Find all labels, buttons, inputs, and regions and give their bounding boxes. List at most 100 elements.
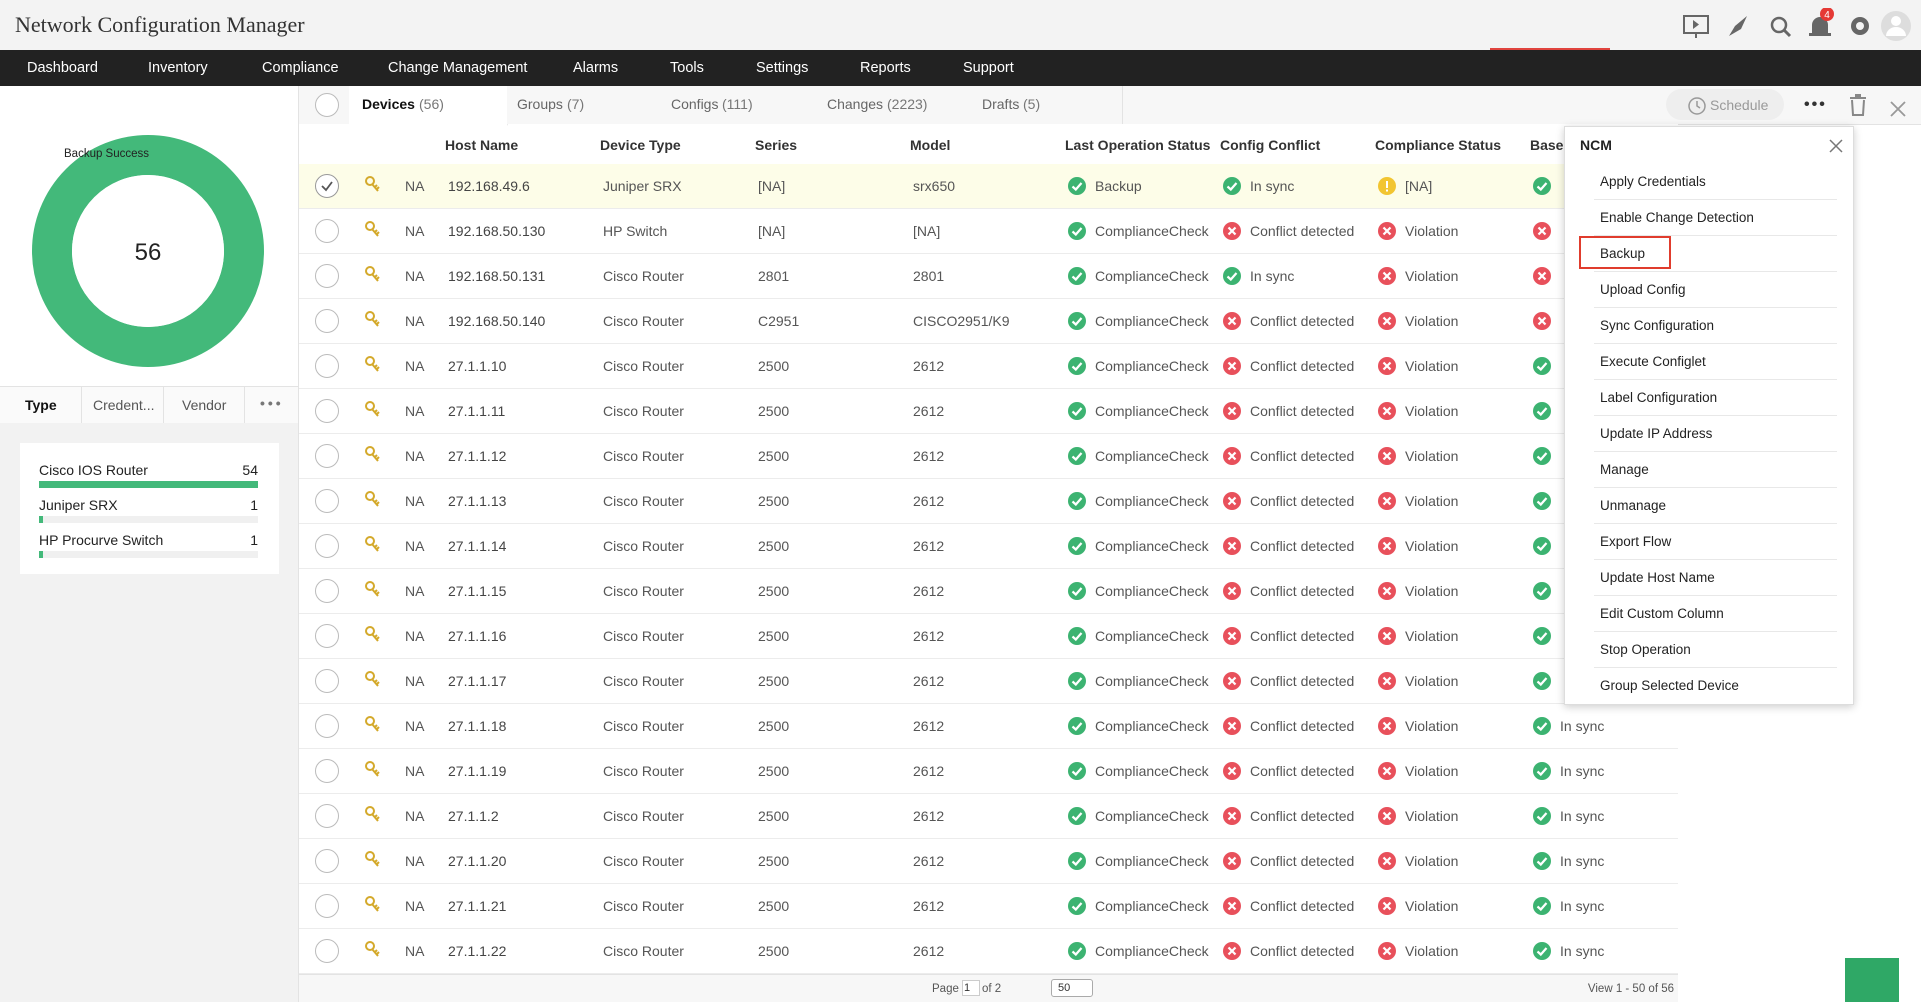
tab[interactable] <box>507 86 662 124</box>
host-name[interactable]: 27.1.1.13 <box>448 493 507 509</box>
column-header[interactable]: Compliance Status <box>1375 137 1502 153</box>
filter-tab[interactable]: Credent... <box>93 397 155 413</box>
per-page[interactable]: 50 <box>1058 982 1071 994</box>
row-checkbox[interactable] <box>315 669 339 693</box>
row-checkbox[interactable] <box>315 804 339 828</box>
nav-item[interactable]: Compliance <box>262 60 339 76</box>
host-name[interactable]: 27.1.1.10 <box>448 358 507 374</box>
column-header[interactable]: Model <box>910 137 951 153</box>
host-name[interactable]: 27.1.1.11 <box>448 403 506 419</box>
filter-tab[interactable]: Vendor <box>182 397 227 413</box>
table-row[interactable] <box>299 164 1678 209</box>
row-checkbox[interactable] <box>315 174 339 198</box>
table-row[interactable] <box>299 794 1678 839</box>
row-checkbox[interactable] <box>315 444 339 468</box>
column-header[interactable]: Host Name <box>445 137 519 153</box>
host-name[interactable]: 27.1.1.22 <box>448 943 507 959</box>
table-row[interactable] <box>299 389 1678 434</box>
per-page-select[interactable] <box>1051 979 1093 997</box>
tab-label[interactable]: Devices <box>362 96 415 112</box>
host-name[interactable]: 192.168.50.130 <box>448 223 546 239</box>
table-row[interactable] <box>299 524 1678 569</box>
table-row[interactable] <box>299 434 1678 479</box>
host-name[interactable]: 192.168.49.6 <box>448 178 530 194</box>
column-header[interactable]: Basel <box>1530 137 1568 153</box>
menu-item[interactable]: Update IP Address <box>1600 426 1713 441</box>
table-row[interactable] <box>299 659 1678 704</box>
menu-item[interactable]: Sync Configuration <box>1600 318 1715 333</box>
row-checkbox[interactable] <box>315 399 339 423</box>
host-name[interactable]: 27.1.1.17 <box>448 673 507 689</box>
filter-tab[interactable]: Type <box>25 397 57 413</box>
table-row[interactable] <box>299 344 1678 389</box>
select-all[interactable] <box>315 93 339 117</box>
row-checkbox[interactable] <box>315 714 339 738</box>
menu-item[interactable]: Apply Credentials <box>1600 174 1706 189</box>
row-checkbox[interactable] <box>315 354 339 378</box>
nav-item[interactable]: Alarms <box>573 60 619 76</box>
menu-item[interactable]: Manage <box>1600 462 1649 477</box>
row-checkbox[interactable] <box>315 264 339 288</box>
menu-item[interactable]: Group Selected Device <box>1600 678 1739 693</box>
schedule-label[interactable]: Schedule <box>1710 97 1769 113</box>
menu-item[interactable]: Label Configuration <box>1600 390 1718 405</box>
table-row[interactable] <box>299 209 1678 254</box>
host-name[interactable]: 27.1.1.19 <box>448 763 507 779</box>
row-checkbox[interactable] <box>315 759 339 783</box>
nav-item[interactable]: Settings <box>756 60 809 76</box>
table-row[interactable] <box>299 569 1678 614</box>
page-number[interactable]: 1 <box>964 982 971 994</box>
table-row[interactable] <box>299 299 1678 344</box>
table-row[interactable] <box>299 839 1678 884</box>
nav-item[interactable]: Change Management <box>388 60 528 76</box>
table-row[interactable] <box>299 254 1678 299</box>
menu-item[interactable]: Edit Custom Column <box>1600 606 1724 621</box>
tab-label[interactable]: Configs <box>671 96 719 112</box>
row-checkbox[interactable] <box>315 894 339 918</box>
menu-item[interactable]: Upload Config <box>1600 282 1686 297</box>
type-name[interactable]: Cisco IOS Router <box>39 462 148 478</box>
tab-label[interactable]: Groups <box>517 96 563 112</box>
menu-item[interactable]: Enable Change Detection <box>1600 210 1754 225</box>
row-checkbox[interactable] <box>315 939 339 963</box>
nav-item[interactable]: Reports <box>860 60 911 76</box>
row-checkbox[interactable] <box>315 219 339 243</box>
menu-item[interactable]: Update Host Name <box>1600 570 1715 585</box>
more-actions[interactable]: ••• <box>1804 96 1827 113</box>
menu-item[interactable]: Backup <box>1600 246 1646 261</box>
row-checkbox[interactable] <box>315 309 339 333</box>
column-header[interactable]: Device Type <box>600 137 681 153</box>
row-checkbox[interactable] <box>315 849 339 873</box>
row-checkbox[interactable] <box>315 579 339 603</box>
column-header[interactable]: Series <box>755 137 798 153</box>
chat-button[interactable] <box>1845 958 1899 1002</box>
tab[interactable] <box>349 86 508 126</box>
type-name[interactable]: HP Procurve Switch <box>39 532 164 548</box>
tab[interactable] <box>972 86 1123 124</box>
host-name[interactable]: 27.1.1.18 <box>448 718 507 734</box>
table-row[interactable] <box>299 614 1678 659</box>
column-header[interactable]: Config Conflict <box>1220 137 1321 153</box>
row-checkbox[interactable] <box>315 489 339 513</box>
host-name[interactable]: 27.1.1.21 <box>448 898 507 914</box>
host-name[interactable]: 27.1.1.12 <box>448 448 507 464</box>
page-input[interactable] <box>962 980 980 996</box>
tab-label[interactable]: Changes <box>827 96 884 112</box>
host-name[interactable]: 27.1.1.20 <box>448 853 507 869</box>
host-name[interactable]: 192.168.50.131 <box>448 268 546 284</box>
menu-item[interactable]: Execute Configlet <box>1600 354 1706 369</box>
menu-item[interactable]: Unmanage <box>1600 498 1667 513</box>
table-row[interactable] <box>299 479 1678 524</box>
host-name[interactable]: 192.168.50.140 <box>448 313 546 329</box>
table-row[interactable] <box>299 929 1678 974</box>
host-name[interactable]: 27.1.1.16 <box>448 628 507 644</box>
nav-item[interactable]: Dashboard <box>27 60 98 76</box>
host-name[interactable]: 27.1.1.2 <box>448 808 499 824</box>
table-row[interactable] <box>299 704 1678 749</box>
table-row[interactable] <box>299 884 1678 929</box>
row-checkbox[interactable] <box>315 624 339 648</box>
host-name[interactable]: 27.1.1.15 <box>448 583 507 599</box>
top-icons[interactable] <box>1675 8 1921 44</box>
host-name[interactable]: 27.1.1.14 <box>448 538 507 554</box>
menu-item[interactable]: Stop Operation <box>1600 642 1691 657</box>
